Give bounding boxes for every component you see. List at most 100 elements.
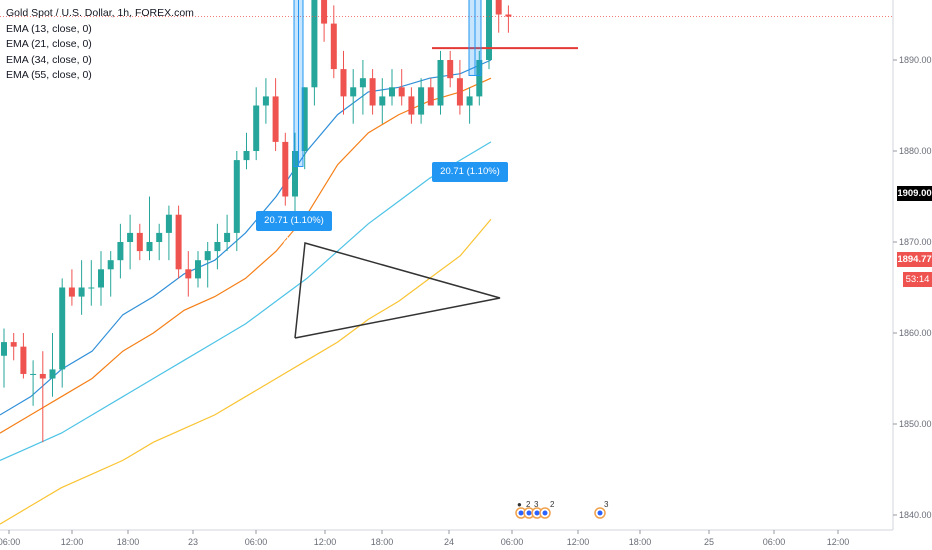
candle bbox=[466, 87, 473, 124]
legend-ema13[interactable]: EMA (13, close, 0) bbox=[6, 22, 92, 35]
event-count: 2 bbox=[550, 500, 555, 509]
candle-body bbox=[379, 96, 386, 106]
economic-event-2[interactable]: 3 bbox=[596, 500, 612, 522]
candle-body bbox=[292, 151, 298, 197]
candle bbox=[456, 60, 463, 115]
candle-body bbox=[78, 287, 85, 297]
candle-body bbox=[408, 96, 415, 115]
y-tick-label: 1890.00 bbox=[899, 55, 932, 65]
candle bbox=[321, 0, 328, 42]
candle bbox=[379, 78, 386, 124]
x-tick-label: 18:00 bbox=[371, 537, 394, 547]
candle-body bbox=[369, 78, 376, 106]
event-flag-core bbox=[597, 510, 603, 516]
candle bbox=[398, 69, 405, 106]
candle-body bbox=[272, 96, 279, 142]
event-flag-core bbox=[518, 510, 524, 516]
legend-ema21[interactable]: EMA (21, close, 0) bbox=[6, 38, 92, 50]
candle bbox=[39, 351, 46, 443]
candle-body bbox=[330, 23, 337, 70]
last-price-badge: 1894.77 bbox=[897, 252, 932, 267]
measure-label-1[interactable]: 20.71 (1.10%) 2071 bbox=[256, 211, 332, 246]
candle-body bbox=[214, 242, 221, 252]
candle bbox=[214, 223, 221, 270]
candle bbox=[418, 78, 425, 124]
candle bbox=[204, 242, 211, 288]
economic-events[interactable]: ● 2 3 2 bbox=[517, 500, 557, 522]
candle bbox=[224, 214, 231, 252]
candle bbox=[292, 132, 298, 224]
candle-body bbox=[495, 0, 502, 15]
candle-body bbox=[49, 369, 56, 379]
candle bbox=[311, 0, 318, 106]
drawings bbox=[0, 0, 893, 519]
countdown-badge: 53:14 bbox=[903, 272, 932, 287]
legend-title[interactable]: Gold Spot / U.S. Dollar, 1h, FOREX.com bbox=[6, 7, 194, 19]
event-flag-core bbox=[542, 510, 548, 516]
candle-body bbox=[456, 78, 463, 106]
candle-body bbox=[233, 160, 240, 233]
candle bbox=[262, 78, 269, 124]
x-tick-label: 06:00 bbox=[0, 537, 20, 547]
candle bbox=[1, 328, 7, 388]
candle bbox=[272, 78, 279, 151]
candle-body bbox=[301, 87, 308, 151]
candle-body bbox=[195, 260, 201, 279]
candle bbox=[427, 78, 434, 106]
candle-body bbox=[68, 287, 75, 297]
candle bbox=[59, 278, 66, 388]
candle bbox=[330, 5, 337, 79]
candle bbox=[233, 151, 240, 252]
x-tick-label: 23 bbox=[188, 537, 198, 547]
measure-label-2[interactable]: 20.71 (1.10%) 2071 bbox=[432, 162, 508, 197]
candle-body bbox=[398, 87, 405, 97]
candle-body bbox=[98, 269, 104, 288]
candle bbox=[127, 214, 134, 270]
legend-ema55[interactable]: EMA (55, close, 0) bbox=[6, 69, 92, 81]
candle-body bbox=[311, 0, 318, 88]
candle bbox=[10, 333, 17, 361]
candle-body bbox=[262, 96, 269, 106]
candle-body bbox=[59, 287, 66, 370]
target-price-badge: 1909.00 bbox=[897, 186, 932, 201]
x-tick-label: 12:00 bbox=[61, 537, 84, 547]
x-tick-label: 12:00 bbox=[314, 537, 337, 547]
legend-ema34[interactable]: EMA (34, close, 0) bbox=[6, 53, 92, 66]
x-tick-label: 25 bbox=[704, 537, 714, 547]
x-tick-label: 06:00 bbox=[245, 537, 268, 547]
ema-line-3 bbox=[0, 141, 492, 461]
candle bbox=[98, 251, 104, 306]
ema-line-4 bbox=[0, 218, 492, 525]
x-tick-label: 06:00 bbox=[501, 537, 524, 547]
candle bbox=[185, 251, 192, 297]
candle bbox=[156, 223, 163, 261]
candle bbox=[340, 50, 347, 115]
candle-body bbox=[117, 242, 124, 261]
candle bbox=[447, 50, 454, 88]
y-tick-label: 1880.00 bbox=[899, 146, 932, 156]
candle bbox=[408, 87, 415, 124]
candle bbox=[165, 205, 172, 261]
candle bbox=[49, 333, 56, 397]
candle-body bbox=[30, 373, 37, 375]
event-flag-core bbox=[526, 510, 532, 516]
candle-body bbox=[10, 342, 17, 347]
candle bbox=[195, 251, 201, 288]
candle bbox=[243, 132, 250, 170]
x-tick-label: 06:00 bbox=[763, 537, 786, 547]
candle-body bbox=[427, 87, 434, 106]
candle-body bbox=[486, 0, 492, 61]
event-count: 3 bbox=[604, 500, 609, 509]
event-count: 2 bbox=[526, 500, 531, 509]
candle-body bbox=[165, 214, 172, 233]
candle-body bbox=[282, 141, 289, 197]
candle bbox=[30, 360, 37, 406]
candle bbox=[78, 260, 85, 315]
candle-body bbox=[146, 242, 153, 252]
ema-line-2 bbox=[0, 77, 492, 434]
y-tick-label: 1870.00 bbox=[899, 237, 932, 247]
candle-body bbox=[88, 287, 95, 289]
event-flag-icon[interactable]: ● bbox=[517, 500, 522, 509]
candle-body bbox=[340, 69, 347, 97]
